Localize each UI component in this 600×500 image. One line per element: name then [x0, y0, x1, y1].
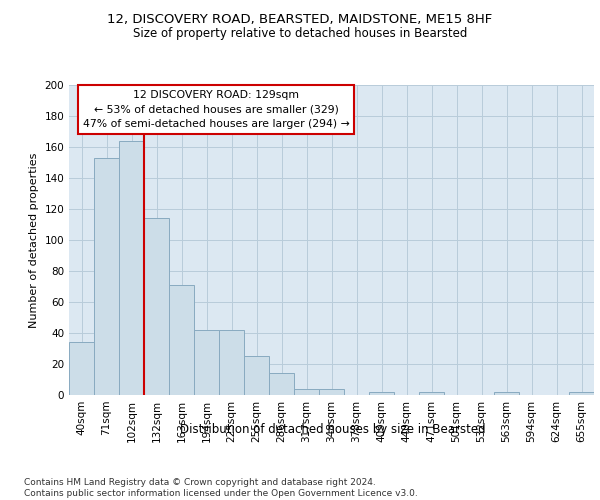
- Bar: [119, 141, 144, 395]
- Bar: [419, 392, 444, 395]
- Bar: [94, 158, 119, 395]
- Y-axis label: Number of detached properties: Number of detached properties: [29, 152, 39, 328]
- Bar: [369, 392, 394, 395]
- Bar: [494, 392, 519, 395]
- Bar: [194, 330, 219, 395]
- Bar: [569, 392, 594, 395]
- Bar: [294, 389, 319, 395]
- Bar: [69, 342, 94, 395]
- Text: Contains HM Land Registry data © Crown copyright and database right 2024.
Contai: Contains HM Land Registry data © Crown c…: [24, 478, 418, 498]
- Bar: [169, 285, 194, 395]
- Bar: [319, 389, 344, 395]
- Text: Distribution of detached houses by size in Bearsted: Distribution of detached houses by size …: [180, 422, 486, 436]
- Text: 12 DISCOVERY ROAD: 129sqm
← 53% of detached houses are smaller (329)
47% of semi: 12 DISCOVERY ROAD: 129sqm ← 53% of detac…: [83, 90, 349, 129]
- Bar: [269, 374, 294, 395]
- Bar: [144, 218, 169, 395]
- Text: Size of property relative to detached houses in Bearsted: Size of property relative to detached ho…: [133, 28, 467, 40]
- Bar: [244, 356, 269, 395]
- Bar: [219, 330, 244, 395]
- Text: 12, DISCOVERY ROAD, BEARSTED, MAIDSTONE, ME15 8HF: 12, DISCOVERY ROAD, BEARSTED, MAIDSTONE,…: [107, 12, 493, 26]
